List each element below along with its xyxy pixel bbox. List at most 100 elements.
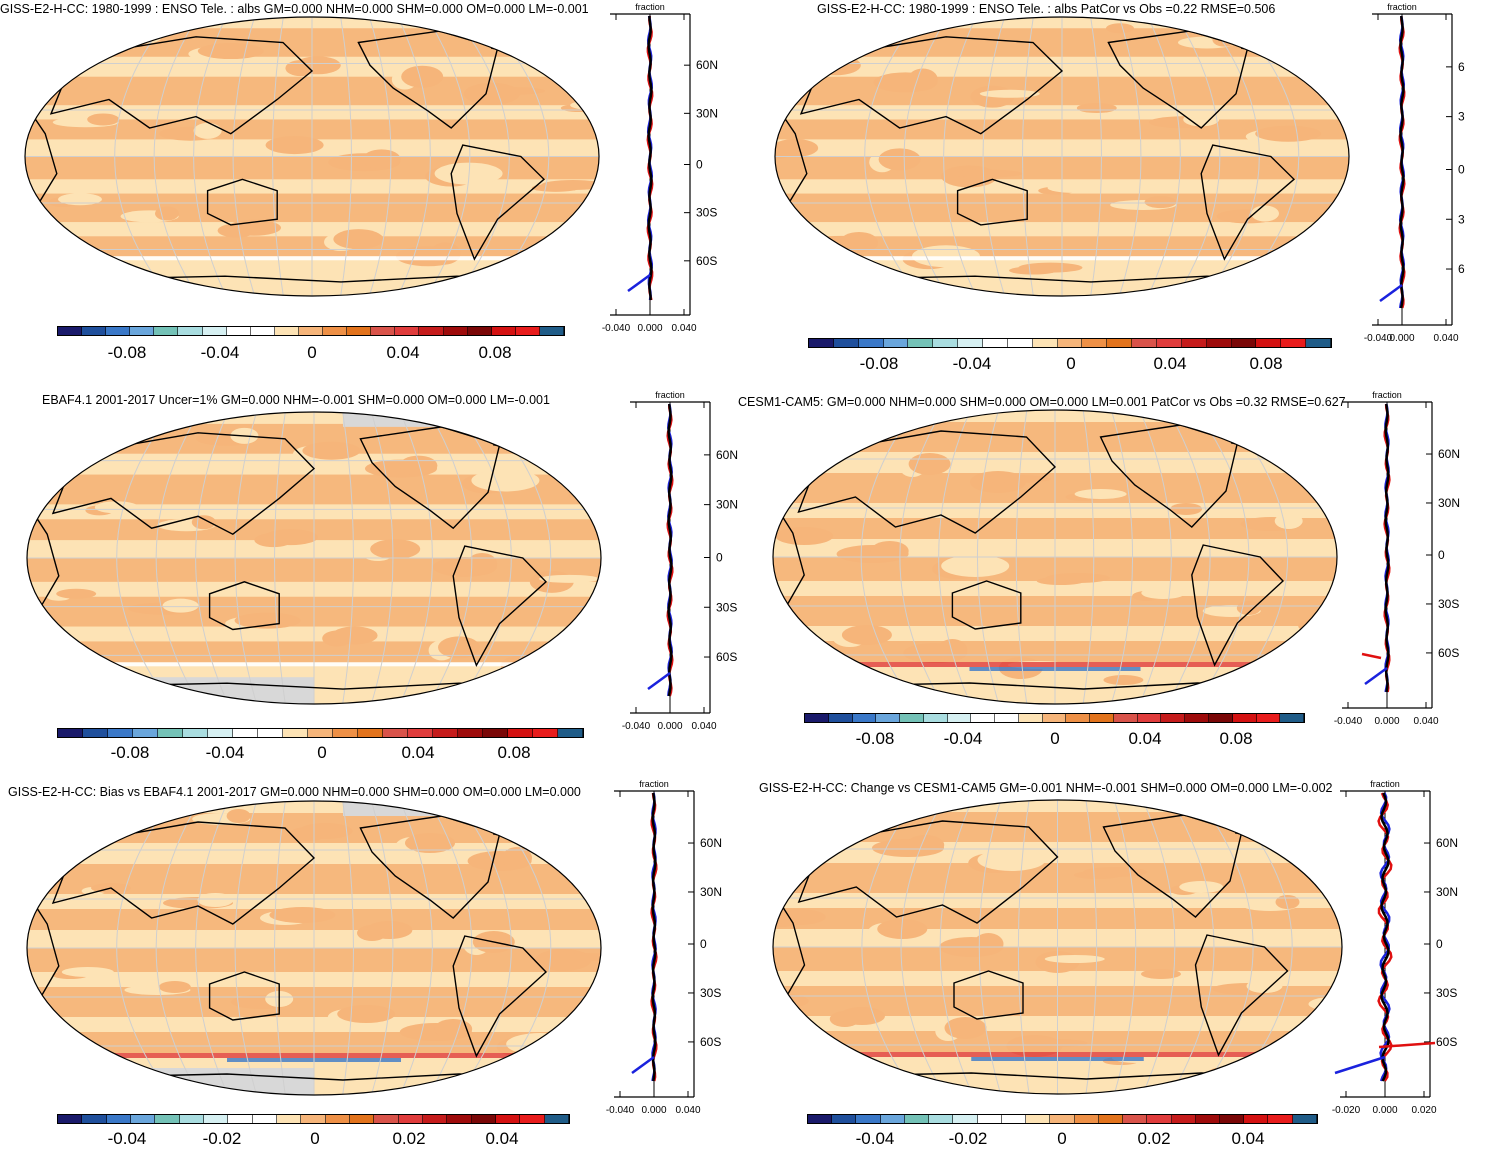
colorbar-label: 0.04 xyxy=(1153,354,1187,373)
colorbar-label: 0.04 xyxy=(485,1129,519,1148)
colorbar-label: -0.04 xyxy=(200,343,240,362)
panel-title: GISS-E2-H-CC: 1980-1999 : ENSO Tele. : a… xyxy=(817,2,1276,16)
zonal-y-tick-label: 30N xyxy=(696,106,718,120)
colorbar-label: 0 xyxy=(307,343,317,362)
zonal-y-tick-label: 60N xyxy=(1436,836,1458,850)
colorbar-label: -0.02 xyxy=(202,1129,242,1148)
zonal-y-tick-label: 30N xyxy=(716,498,738,512)
colorbar xyxy=(57,1114,570,1124)
colorbar-label: 0.08 xyxy=(1249,354,1283,373)
panel-ebaf-obs: EBAF4.1 2001-2017 Uncer=1% GM=0.000 NHM=… xyxy=(0,385,740,770)
colorbar-label: -0.08 xyxy=(110,743,150,762)
colorbar-label: 0.08 xyxy=(1219,729,1253,748)
zonal-header: fraction xyxy=(1387,2,1417,12)
world-map xyxy=(772,409,1338,705)
zonal-header: fraction xyxy=(1372,390,1402,400)
zonal-line-mean xyxy=(651,792,657,1082)
zonal-x-tick-label: 0.040 xyxy=(671,323,696,334)
zonal-x-tick-label: 0.040 xyxy=(1433,333,1458,344)
colorbar-label: 0.02 xyxy=(1137,1129,1171,1148)
colorbar-label: 0.02 xyxy=(392,1129,426,1148)
zonal-header: fraction xyxy=(655,390,685,400)
zonal-x-tick-label: 0.000 xyxy=(1372,1105,1397,1116)
colorbar-label: 0 xyxy=(310,1129,320,1148)
zonal-mean-plot: fraction -0.020 0.000 0.020 60N 30N 0 30S 60S xyxy=(1332,779,1458,1116)
zonal-y-tick-label: 3 xyxy=(1458,212,1465,226)
zonal-y-tick-label: 60S xyxy=(700,1035,721,1049)
colorbar-label: 0.04 xyxy=(1231,1129,1265,1148)
zonal-header: fraction xyxy=(635,2,665,12)
colorbar xyxy=(57,728,584,738)
zonal-line-mean xyxy=(1380,792,1390,1082)
zonal-mean-plot: fraction -0.040 0.000 0.040 60N 30N 0 30S 60S xyxy=(602,2,718,334)
zonal-y-tick-label: 60N xyxy=(716,448,738,462)
zonal-x-tick-label: 0.020 xyxy=(1411,1105,1436,1116)
zonal-y-tick-label: 0 xyxy=(1458,163,1465,177)
colorbar xyxy=(804,713,1305,723)
colorbar-label: -0.04 xyxy=(952,354,992,373)
zonal-line-mean xyxy=(1384,403,1390,693)
colorbar-label: -0.04 xyxy=(205,743,245,762)
zonal-y-tick-label: 30N xyxy=(1436,885,1458,899)
zonal-y-tick-label: 0 xyxy=(1436,937,1443,951)
zonal-y-tick-label: 60S xyxy=(716,650,737,664)
zonal-x-tick-label: -0.040 xyxy=(602,323,631,334)
panel-enso-patcor: GISS-E2-H-CC: 1980-1999 : ENSO Tele. : a… xyxy=(760,0,1489,380)
zonal-line-obs-excursion xyxy=(1361,652,1382,660)
colorbar xyxy=(57,326,565,336)
zonal-y-tick-label: 60S xyxy=(1436,1035,1457,1049)
world-map xyxy=(26,800,602,1096)
zonal-y-tick-label: 60N xyxy=(1438,447,1460,461)
zonal-y-tick-label: 0 xyxy=(700,937,707,951)
zonal-y-tick-label: 60S xyxy=(696,254,717,268)
colorbar-label: 0 xyxy=(1066,354,1076,373)
zonal-y-tick-label: 60N xyxy=(696,58,718,72)
zonal-line-model-excursion xyxy=(627,273,651,293)
panel-title: CESM1-CAM5: GM=0.000 NHM=0.000 SHM=0.000… xyxy=(738,395,1346,409)
zonal-y-tick-label: 30S xyxy=(1436,986,1457,1000)
zonal-header: fraction xyxy=(1370,779,1400,789)
zonal-y-tick-label: 60S xyxy=(1438,646,1459,660)
zonal-mean-plot: fraction -0.040 0.000 0.040 60N 30N 0 30S 60S xyxy=(1334,390,1460,727)
zonal-line-mean xyxy=(647,15,653,301)
panel-change: GISS-E2-H-CC: Change vs CESM1-CAM5 GM=-0… xyxy=(740,775,1489,1148)
zonal-x-tick-label: -0.040 xyxy=(1364,333,1393,344)
zonal-x-tick-label: 0.040 xyxy=(1413,716,1438,727)
colorbar-label: 0.08 xyxy=(497,743,531,762)
zonal-y-tick-label: 30S xyxy=(1438,597,1459,611)
zonal-x-tick-label: 0.000 xyxy=(1374,716,1399,727)
world-map xyxy=(774,16,1350,297)
colorbar-label: -0.04 xyxy=(107,1129,147,1148)
colorbar-label: -0.08 xyxy=(859,354,899,373)
zonal-y-tick-label: 6 xyxy=(1458,262,1465,276)
zonal-header: fraction xyxy=(639,779,669,789)
colorbar-label: -0.02 xyxy=(948,1129,988,1148)
colorbar-label: 0 xyxy=(317,743,327,762)
zonal-x-tick-label: 0.040 xyxy=(675,1105,700,1116)
zonal-y-tick-label: 0 xyxy=(716,551,723,565)
zonal-x-tick-label: -0.040 xyxy=(1334,716,1363,727)
zonal-mean-plot: fraction -0.040 0.000 0.040 60N 30N 0 30S 60S xyxy=(622,390,738,732)
colorbar-label: 0.04 xyxy=(401,743,435,762)
zonal-x-tick-label: -0.020 xyxy=(1332,1105,1361,1116)
colorbar-label: 0.04 xyxy=(386,343,420,362)
zonal-line-mean xyxy=(667,403,673,697)
zonal-line-obs-excursion xyxy=(1378,1041,1436,1049)
colorbar-label: -0.08 xyxy=(107,343,147,362)
zonal-x-tick-label: 0.040 xyxy=(691,721,716,732)
zonal-line-model-excursion xyxy=(631,1055,655,1075)
zonal-y-tick-label: 0 xyxy=(696,158,703,172)
panel-title: GISS-E2-H-CC: 1980-1999 : ENSO Tele. : a… xyxy=(0,2,589,16)
zonal-line-model-excursion xyxy=(1364,666,1388,686)
panel-title: GISS-E2-H-CC: Change vs CESM1-CAM5 GM=-0… xyxy=(759,781,1333,795)
panel-title: EBAF4.1 2001-2017 Uncer=1% GM=0.000 NHM=… xyxy=(42,393,550,407)
zonal-line-model-excursion xyxy=(1334,1055,1386,1075)
world-map xyxy=(24,16,600,297)
zonal-y-tick-label: 30S xyxy=(716,600,737,614)
zonal-line-model-excursion xyxy=(647,671,671,691)
zonal-mean-plot: fraction -0.040 0.000 0.040 60N 30N 0 30S 60S xyxy=(606,779,722,1116)
zonal-y-tick-label: 0 xyxy=(1438,548,1445,562)
colorbar-label: -0.08 xyxy=(855,729,895,748)
panel-enso-model: GISS-E2-H-CC: 1980-1999 : ENSO Tele. : a… xyxy=(0,0,720,380)
